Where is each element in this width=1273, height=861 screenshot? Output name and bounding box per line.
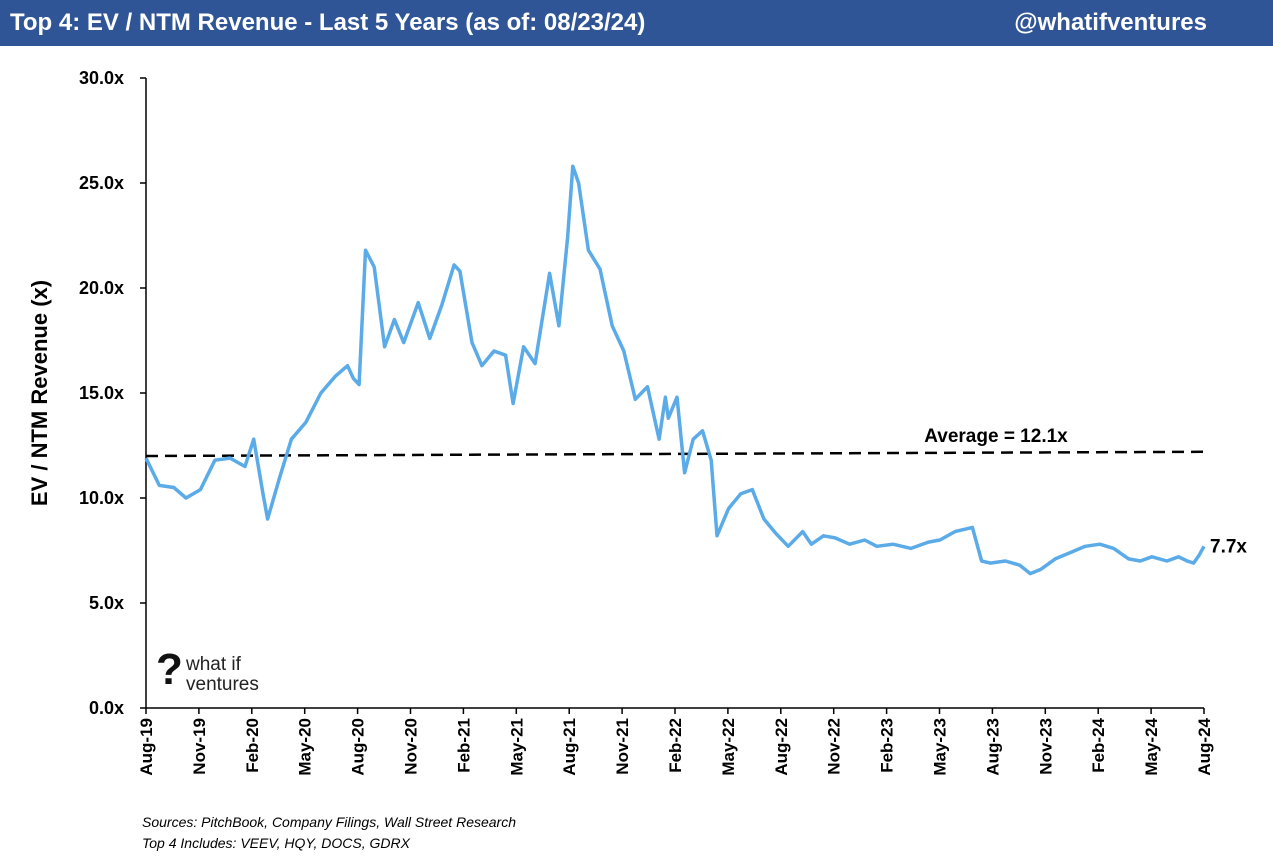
x-tick-label: Feb-24 — [1089, 717, 1108, 772]
y-tick-label: 25.0x — [79, 173, 124, 193]
logo-line-2: ventures — [186, 674, 259, 695]
x-tick-label: May-20 — [296, 718, 315, 776]
y-tick-label: 15.0x — [79, 383, 124, 403]
y-tick-label: 10.0x — [79, 488, 124, 508]
x-tick-label: Feb-23 — [878, 718, 897, 773]
x-tick-label: Aug-21 — [560, 718, 579, 776]
header-banner: Top 4: EV / NTM Revenue - Last 5 Years (… — [0, 0, 1273, 46]
x-tick-label: Feb-20 — [243, 718, 262, 773]
logo-text: what if ventures — [186, 655, 259, 695]
x-tick-label: May-21 — [507, 718, 526, 776]
x-tick-label: Feb-21 — [454, 718, 473, 773]
average-line — [145, 450, 1205, 458]
logo-line-1: what if — [186, 654, 241, 675]
twitter-handle: @whatifventures — [1014, 9, 1207, 36]
y-axis: 0.0x 5.0x 10.0x 15.0x 20.0x 25.0x 30.0x — [79, 68, 147, 718]
last-value-label: 7.7x — [1210, 536, 1247, 557]
series-line-ev-ntm — [144, 164, 1206, 576]
x-tick-label: May-22 — [719, 718, 738, 776]
x-tick-label: Feb-22 — [666, 718, 685, 773]
x-axis: Aug-19 Nov-19 Feb-20 May-20 Aug-20 Nov-20 Feb-… — [137, 707, 1214, 776]
x-tick-label: Aug-24 — [1195, 717, 1214, 775]
question-mark-icon: ? — [156, 645, 183, 694]
y-tick-label: 0.0x — [89, 698, 124, 718]
x-tick-label: Aug-19 — [137, 718, 156, 776]
x-tick-label: Nov-23 — [1036, 718, 1055, 775]
y-axis-label: EV / NTM Revenue (x) — [27, 280, 52, 506]
x-tick-label: Aug-22 — [772, 718, 791, 776]
y-tick-label: 5.0x — [89, 593, 124, 613]
footer-includes: Top 4 Includes: VEEV, HQY, DOCS, GDRX — [142, 835, 410, 851]
x-tick-label: May-23 — [931, 718, 950, 776]
x-tick-label: Aug-20 — [349, 718, 368, 776]
y-tick-label: 20.0x — [79, 278, 124, 298]
chart-area: 0.0x 5.0x 10.0x 15.0x 20.0x 25.0x 30.0x Aug-19… — [27, 68, 1247, 776]
footer-sources: Sources: PitchBook, Company Filings, Wal… — [142, 814, 517, 830]
x-tick-label: Nov-21 — [613, 718, 632, 775]
x-tick-label: Nov-20 — [402, 718, 421, 775]
x-tick-label: May-24 — [1142, 717, 1161, 775]
y-tick-label: 30.0x — [79, 68, 124, 88]
x-tick-label: Nov-22 — [825, 718, 844, 775]
chart-title: Top 4: EV / NTM Revenue - Last 5 Years (… — [10, 9, 646, 36]
x-tick-label: Nov-19 — [190, 718, 209, 775]
x-tick-label: Aug-23 — [983, 718, 1002, 776]
average-label: Average = 12.1x — [924, 426, 1068, 447]
